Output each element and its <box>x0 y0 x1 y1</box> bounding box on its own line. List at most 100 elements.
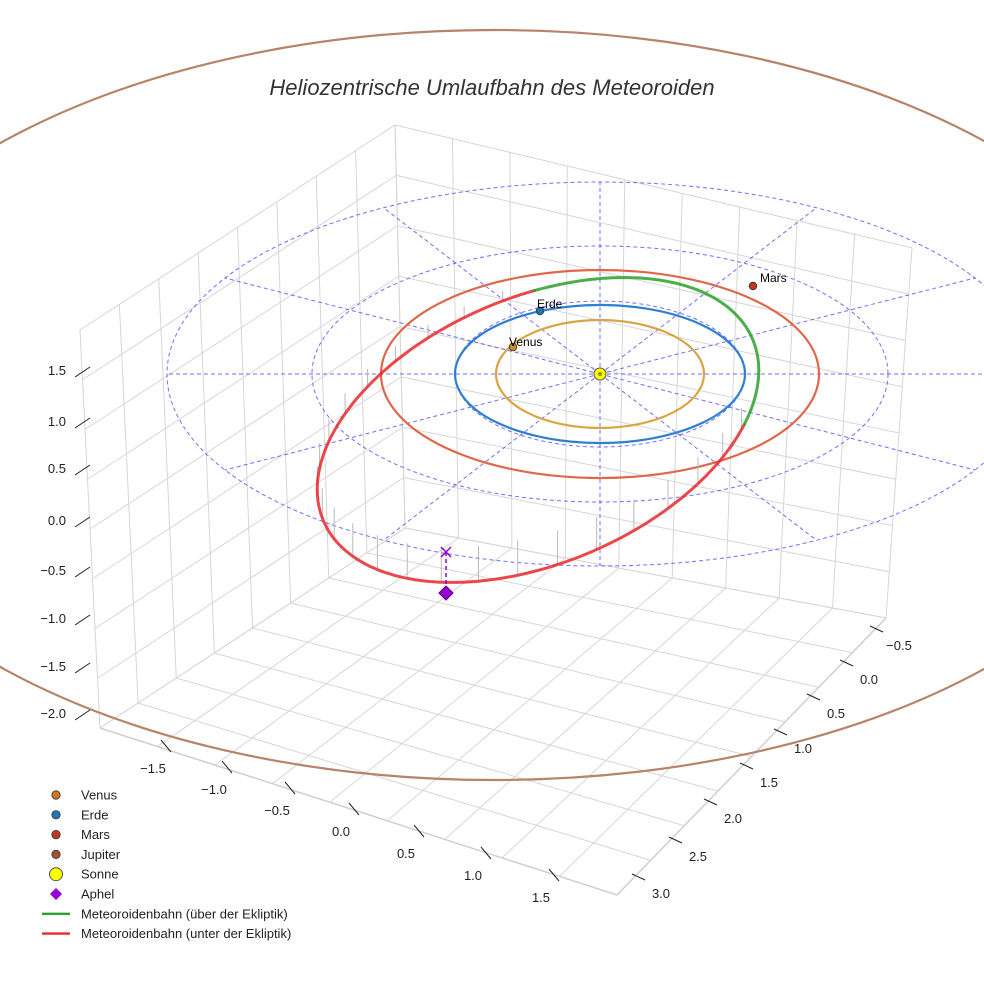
y-tick-mark <box>839 659 854 667</box>
meteoroid-orbit-above <box>533 276 761 426</box>
z-tick-label: −1.5 <box>40 659 66 674</box>
x-tick-mark <box>480 846 492 860</box>
ecliptic-spoke <box>599 373 976 471</box>
floor-edge <box>616 617 887 896</box>
planet-label-mars: Mars <box>760 271 787 285</box>
x-tick-label: 1.0 <box>464 868 482 883</box>
floor-edge <box>99 727 618 896</box>
grid-line <box>214 652 719 792</box>
y-tick-label: −0.5 <box>886 638 912 653</box>
legend-entry: Aphel <box>50 887 114 902</box>
x-tick-mark <box>221 760 233 774</box>
grid-line <box>394 124 913 249</box>
y-tick-mark <box>739 762 754 770</box>
z-tick-mark <box>74 417 91 429</box>
legend-entry: Meteoroidenbahn (über der Ekliptik) <box>42 906 288 921</box>
legend-marker <box>49 867 63 882</box>
grid-line <box>92 376 402 580</box>
grid-line <box>79 124 396 331</box>
x-tick-label: 1.5 <box>532 890 550 905</box>
axis-ticks: 1.5 1.0 0.5 0.0 −0.5 −1.0 −1.5 −2.0 −1.5 −1.0 −0.5… <box>40 363 912 905</box>
grid-line <box>97 477 405 679</box>
z-tick-mark <box>74 464 91 476</box>
x-tick-mark <box>548 868 560 882</box>
axis-panes <box>79 124 913 896</box>
x-tick-mark <box>413 824 425 838</box>
planet-erde <box>535 306 545 316</box>
x-tick-label: −0.5 <box>264 803 290 818</box>
legend-entry: Erde <box>51 807 108 822</box>
z-tick-mark <box>74 614 91 626</box>
grid-line <box>396 174 909 295</box>
aphel-projection-cross <box>440 546 452 558</box>
z-tick-label: 1.0 <box>48 414 66 429</box>
legend-marker <box>51 849 61 860</box>
grid-line <box>559 607 833 877</box>
legend-marker <box>51 810 61 820</box>
grid-line <box>176 677 685 827</box>
planet-markers: Venus Erde Mars <box>438 271 787 601</box>
y-tick-label: 2.0 <box>724 811 742 826</box>
legend-marker <box>51 790 61 800</box>
legend-label: Mars <box>81 827 110 842</box>
orbit-venus <box>494 318 706 430</box>
x-tick-label: −1.0 <box>201 782 227 797</box>
legend-entry: Jupiter <box>51 847 121 862</box>
planet-label-venus: Venus <box>509 335 542 349</box>
legend-label: Meteoroidenbahn (unter der Ekliptik) <box>81 926 291 941</box>
y-tick-label: 2.5 <box>689 849 707 864</box>
z-tick-label: 1.5 <box>48 363 66 378</box>
y-tick-mark <box>668 836 683 844</box>
grid-line <box>82 174 397 381</box>
legend: Venus Erde Mars Jupiter Sonne Aphel Meteoroide… <box>42 788 291 941</box>
planet-venus <box>508 342 518 352</box>
meteoroid-orbit <box>315 276 761 584</box>
x-tick-mark <box>348 802 360 816</box>
y-tick-label: 0.0 <box>860 672 878 687</box>
ecliptic-spoke <box>224 277 601 375</box>
cross-stroke <box>440 546 452 558</box>
legend-entry: Meteoroidenbahn (unter der Ekliptik) <box>42 926 291 941</box>
ecliptic-spoke <box>383 207 601 375</box>
grid-line <box>401 376 896 480</box>
planet-label-erde: Erde <box>537 297 563 311</box>
grid-line <box>329 567 620 803</box>
grid-line <box>386 577 673 822</box>
meteoroid-orbit-below <box>315 289 746 584</box>
ecliptic-spoke <box>599 207 817 375</box>
grid-line <box>89 326 401 530</box>
y-tick-mark <box>703 798 718 806</box>
grid-line <box>397 225 906 341</box>
legend-label: Venus <box>81 788 118 803</box>
legend-label: Aphel <box>81 887 114 902</box>
ecliptic-spoke <box>224 373 601 471</box>
grid-line <box>328 577 819 688</box>
y-tick-mark <box>869 625 884 633</box>
legend-label: Sonne <box>81 867 119 882</box>
grid-line <box>290 602 786 723</box>
grid-line <box>84 225 398 430</box>
legend-label: Meteoroidenbahn (über der Ekliptik) <box>81 906 288 921</box>
legend-label: Erde <box>81 807 108 822</box>
chart-title: Heliozentrische Umlaufbahn des Meteoroid… <box>269 75 714 100</box>
grid-line <box>252 627 752 757</box>
legend-entry: Sonne <box>49 867 119 882</box>
ecliptic-grid <box>166 181 984 567</box>
grid-line <box>366 552 853 654</box>
z-tick-mark <box>74 709 91 721</box>
z-tick-label: −0.5 <box>40 563 66 578</box>
grid-line <box>137 702 651 861</box>
legend-label: Jupiter <box>81 847 121 862</box>
z-tick-label: 0.0 <box>48 513 66 528</box>
y-tick-mark <box>631 873 646 881</box>
sun-core <box>597 371 603 377</box>
y-tick-label: 3.0 <box>652 886 670 901</box>
x-tick-label: 0.5 <box>397 846 415 861</box>
legend-entry: Mars <box>51 827 110 842</box>
grid-line <box>404 527 887 619</box>
z-tick-label: −1.0 <box>40 611 66 626</box>
z-tick-mark <box>74 366 91 378</box>
grid-line <box>272 557 566 785</box>
ecliptic-spoke <box>599 373 817 541</box>
